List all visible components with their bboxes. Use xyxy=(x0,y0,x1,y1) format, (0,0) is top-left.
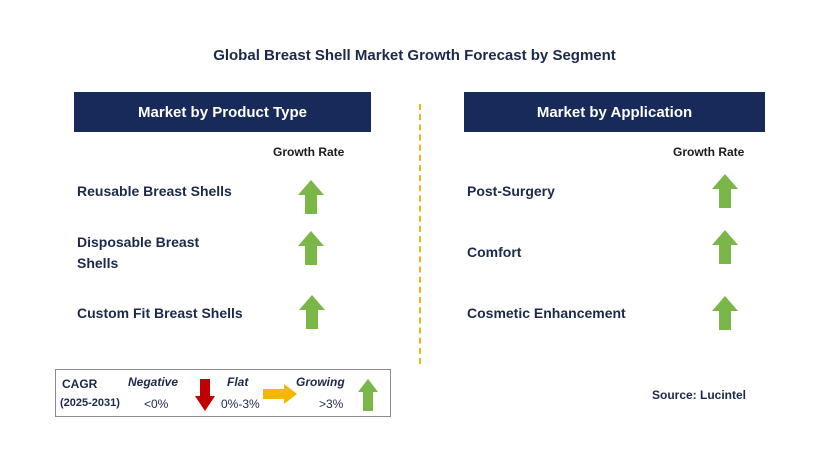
legend-negative-label: Negative xyxy=(128,375,179,389)
growing-arrow-icon xyxy=(712,296,738,330)
source-credit: Source: Lucintel xyxy=(652,388,747,402)
product-type-header: Market by Product Type xyxy=(74,92,371,132)
item-disposable-breast-shells: Disposable Breast Shells xyxy=(77,234,200,271)
item-comfort: Comfort xyxy=(467,244,522,260)
product-type-growth-rate-label: Growth Rate xyxy=(273,145,345,159)
legend-growing-range: >3% xyxy=(319,397,344,411)
legend-cagr-label: CAGR xyxy=(62,377,98,391)
flat-arrow-icon xyxy=(263,384,297,404)
legend-flat-range: 0%-3% xyxy=(221,397,260,411)
negative-arrow-icon xyxy=(195,379,215,411)
legend-flat-label: Flat xyxy=(227,375,249,389)
growing-arrow-icon xyxy=(358,379,378,411)
growing-arrow-icon xyxy=(712,174,738,208)
growing-arrow-icon xyxy=(299,295,325,329)
legend-negative-range: <0% xyxy=(144,397,169,411)
page-title: Global Breast Shell Market Growth Foreca… xyxy=(213,47,616,64)
legend-period: (2025-2031) xyxy=(60,397,120,409)
legend-growing-label: Growing xyxy=(296,375,345,389)
item-custom-fit-breast-shells: Custom Fit Breast Shells xyxy=(77,305,243,321)
panel-divider xyxy=(419,104,421,364)
cagr-legend: CAGR (2025-2031) Negative <0% Flat 0%-3%… xyxy=(55,369,391,417)
growing-arrow-icon xyxy=(712,230,738,264)
item-reusable-breast-shells: Reusable Breast Shells xyxy=(77,183,232,199)
item-cosmetic-enhancement: Cosmetic Enhancement xyxy=(467,305,626,321)
item-post-surgery: Post-Surgery xyxy=(467,183,555,199)
application-header: Market by Application xyxy=(464,92,765,132)
application-growth-rate-label: Growth Rate xyxy=(673,145,745,159)
growing-arrow-icon xyxy=(298,180,324,214)
growing-arrow-icon xyxy=(298,231,324,265)
